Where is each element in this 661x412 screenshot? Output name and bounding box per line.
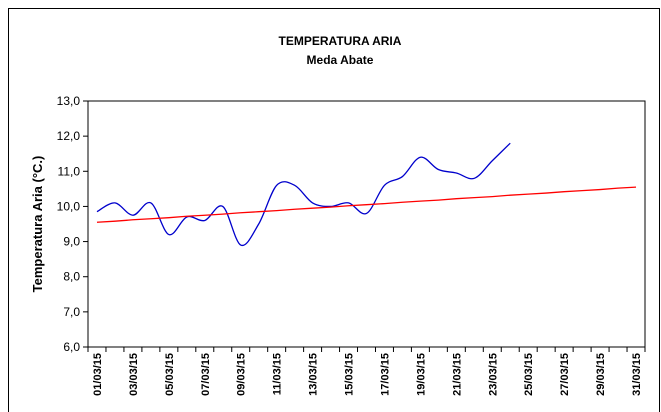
x-tick-label: 15/03/15 [344,353,356,396]
chart-title: TEMPERATURA ARIA [279,34,402,48]
y-tick-label: 13,0 [57,94,81,108]
x-tick-label: 03/03/15 [128,353,140,396]
x-tick-label: 07/03/15 [200,353,212,396]
y-tick-label: 6,0 [63,340,80,354]
series-line [96,142,511,247]
x-tick-label: 23/03/15 [487,353,499,396]
plot-area [87,100,646,348]
x-tick-label: 09/03/15 [236,353,248,396]
y-tick-label: 7,0 [63,305,80,319]
x-tick-label: 19/03/15 [415,353,427,396]
y-tick-label: 10,0 [57,199,81,213]
x-tick-label: 01/03/15 [92,353,104,396]
x-tick-label: 29/03/15 [595,353,607,396]
x-tick-label: 31/03/15 [631,353,643,396]
chart-subtitle: Meda Abate [307,53,374,67]
x-tick-label: 25/03/15 [523,353,535,396]
y-tick-label: 12,0 [57,129,81,143]
y-tick-label: 9,0 [63,235,80,249]
x-tick-label: 13/03/15 [308,353,320,396]
x-tick-label: 11/03/15 [272,353,284,395]
series-line [96,186,637,223]
y-axis-label: Temperatura Aria (°C.) [30,156,45,293]
x-tick-label: 05/03/15 [164,353,176,396]
x-tick-label: 27/03/15 [559,353,571,396]
y-tick-label: 11,0 [58,164,81,178]
x-tick-label: 21/03/15 [451,353,463,396]
x-tick-label: 17/03/15 [379,353,391,396]
y-tick-label: 8,0 [63,270,80,284]
